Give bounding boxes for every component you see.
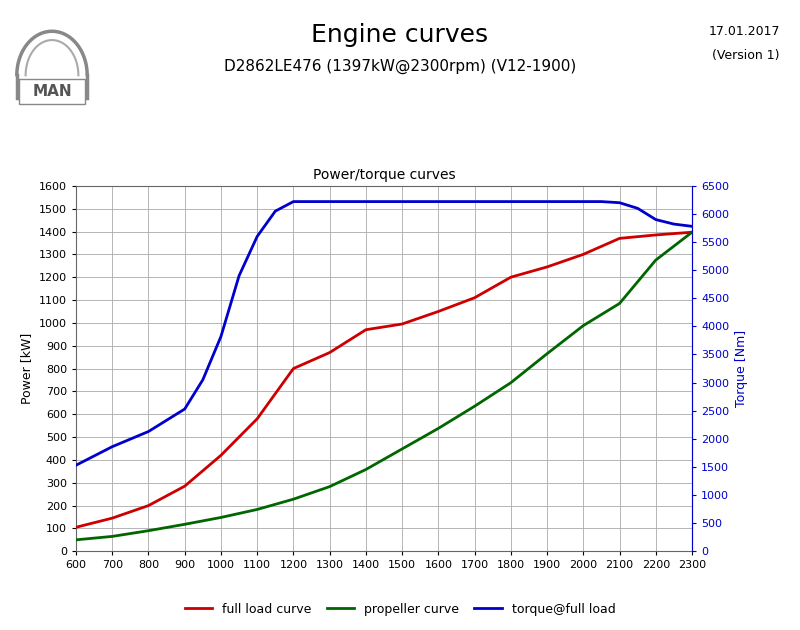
- Title: Power/torque curves: Power/torque curves: [313, 168, 455, 182]
- Text: Engine curves: Engine curves: [311, 23, 489, 47]
- Text: MAN: MAN: [32, 84, 72, 99]
- FancyBboxPatch shape: [18, 79, 86, 103]
- Text: (Version 1): (Version 1): [713, 49, 780, 62]
- Y-axis label: Power [kW]: Power [kW]: [20, 333, 34, 404]
- Text: 17.01.2017: 17.01.2017: [709, 25, 780, 38]
- Text: D2862LE476 (1397kW@2300rpm) (V12-1900): D2862LE476 (1397kW@2300rpm) (V12-1900): [224, 59, 576, 74]
- Legend: full load curve, propeller curve, torque@full load: full load curve, propeller curve, torque…: [180, 598, 620, 621]
- Y-axis label: Torque [Nm]: Torque [Nm]: [734, 330, 748, 407]
